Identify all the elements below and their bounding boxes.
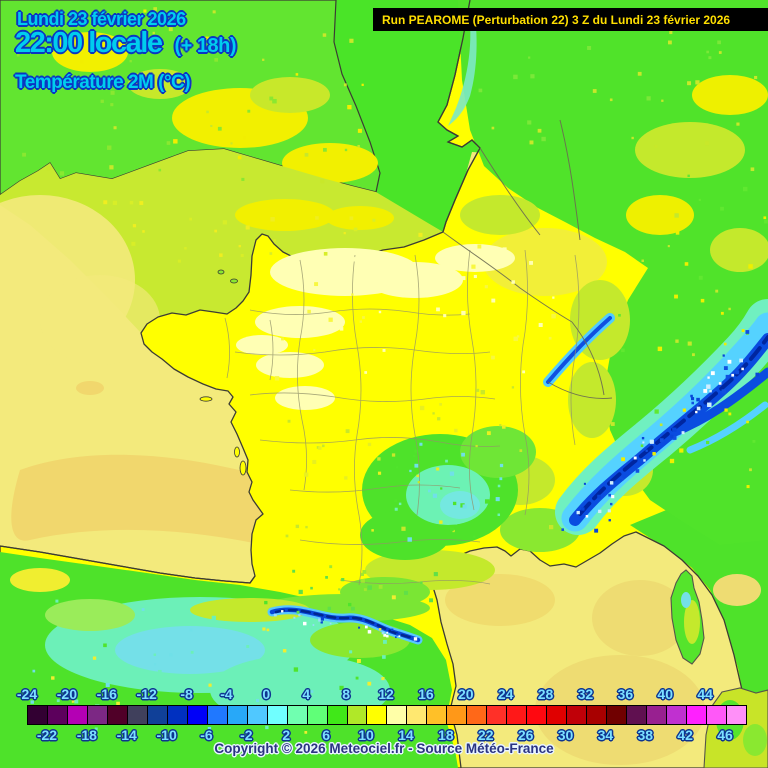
pyrenees [267,605,423,645]
scale-tick-label: -8 [180,686,193,702]
scale-tick-label: 2 [282,727,291,743]
scale-tick-label: 22 [477,727,494,743]
scale-tick-label: -10 [156,727,177,743]
corsica-patches [681,592,700,644]
scale-cell [407,706,428,724]
scale-cell [367,706,388,724]
scale-tick-label: -18 [76,727,97,743]
scale-cell [67,706,88,724]
scale-cell [667,706,687,724]
scale-tick-label: -20 [56,686,77,702]
channel-patches [0,195,394,365]
scale-cell [706,706,727,724]
scale-cell [207,706,228,724]
scale-cell [167,706,188,724]
scale-cell [527,706,548,724]
scale-cell [387,706,408,724]
scale-tick-label: 38 [637,727,654,743]
scale-cell [347,706,368,724]
temperature-scale-bar [27,705,747,725]
scale-tick-label: 10 [358,727,374,743]
scale-tick-label: 4 [302,686,311,702]
scale-cell [447,706,468,724]
scale-cell [726,706,746,724]
scale-cell [487,706,508,724]
alps [543,299,768,535]
run-banner-text: Run PEAROME (Perturbation 22) 3 Z du Lun… [382,12,731,27]
scale-cell [587,706,608,724]
scale-tick-label: 44 [697,686,713,702]
scale-cell [267,706,288,724]
run-banner: Run PEAROME (Perturbation 22) 3 Z du Lun… [373,8,768,31]
scale-cell [147,706,168,724]
scale-tick-label: -22 [36,727,58,743]
scale-tick-label: 28 [537,686,554,702]
scale-tick-label: -6 [200,727,213,743]
scale-tick-label: 34 [597,727,614,743]
scale-tick-label: 14 [398,727,414,743]
scale-tick-label: 46 [717,727,733,743]
scale-tick-label: 26 [517,727,534,743]
coast-netherlands [437,0,481,233]
scale-cell [427,706,448,724]
scale-tick-label: 30 [557,727,574,743]
scale-tick-label: 20 [457,686,474,702]
scale-tick-label: 40 [657,686,674,702]
scale-tick-label: 32 [577,686,594,702]
scale-tick-label: 42 [677,727,693,743]
scale-tick-label: -12 [136,686,157,702]
scale-cell [247,706,268,724]
massif-central [360,426,536,560]
scale-cell [647,706,667,724]
scale-cell [127,706,148,724]
scale-cell [627,706,648,724]
scale-tick-label: -2 [240,727,253,743]
scale-tick-label: -24 [16,686,38,702]
scale-tick-label: 12 [378,686,394,702]
department-borders [224,249,580,586]
scale-cell [227,706,248,724]
netherlands-aqua [448,8,477,126]
scale-tick-label: 16 [418,686,434,702]
scale-cell [87,706,108,724]
scale-tick-label: 24 [497,686,514,702]
coastal-islands [199,269,247,476]
scale-cell [567,706,588,724]
scale-tick-label: -16 [96,686,117,702]
scale-cell [287,706,308,724]
scale-tick-label: -4 [220,686,233,702]
scale-tick-label: 8 [342,686,351,702]
scale-cell [107,706,128,724]
scale-cell [47,706,68,724]
scale-cell [686,706,707,724]
scale-cell [307,706,328,724]
scale-cell [327,706,348,724]
copyright-label: Copyright © 2026 Meteociel.fr - Source M… [214,741,554,756]
scale-cell [507,706,528,724]
sea-warm-spot [76,381,104,395]
scale-tick-label: -14 [116,727,137,743]
scale-cell [607,706,628,724]
scale-tick-label: 6 [322,727,331,743]
scale-cell [187,706,208,724]
scale-tick-label: 18 [438,727,454,743]
coast-spain-north [0,545,256,584]
scale-cell [467,706,488,724]
scale-cell [28,706,48,724]
scale-tick-label: 0 [262,686,271,702]
country-borders [442,119,613,399]
scale-cell [547,706,568,724]
scale-tick-label: 36 [617,686,634,702]
